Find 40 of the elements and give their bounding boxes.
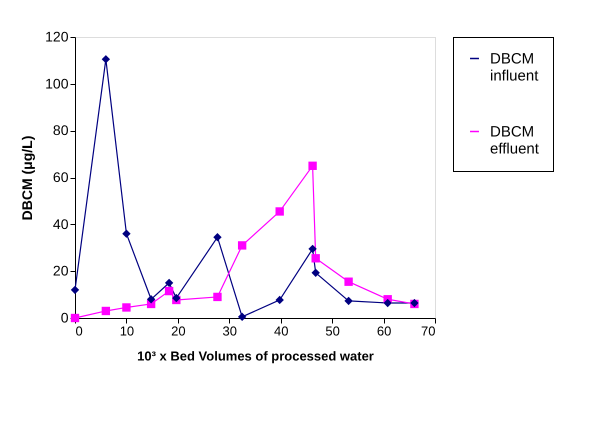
point (276, 207, 284, 216)
point (146, 295, 156, 304)
x-axis-title: 10³ x Bed Volumes of processed water (137, 348, 374, 364)
x-tick-label: 10 (120, 324, 134, 338)
x-tick-label: 70 (421, 324, 436, 338)
y-axis-title: DBCM (μg/L) (19, 136, 36, 220)
x-tick-label: 60 (376, 324, 392, 338)
x-tick-label: 0 (76, 324, 83, 338)
y-tick-label: 40 (52, 216, 69, 232)
legend-label: DBCM effluent (490, 124, 540, 158)
point (122, 303, 131, 312)
y-tick-label: 120 (45, 28, 69, 44)
point (70, 286, 80, 294)
point (102, 55, 110, 64)
point (122, 230, 131, 238)
y-tick-label: 100 (45, 75, 69, 92)
point (308, 244, 317, 254)
legend-label: DBCM influent (490, 50, 540, 84)
point (213, 292, 222, 302)
point (312, 268, 320, 277)
y-tick-label: 80 (52, 122, 69, 138)
point (164, 286, 174, 296)
y-tick-label: 60 (52, 169, 69, 185)
x-tick-label: 20 (171, 324, 186, 338)
x-tick-label: 40 (274, 324, 288, 338)
y-tick-label: 0 (60, 310, 69, 326)
y-tick-label: 20 (52, 262, 69, 279)
point (312, 254, 320, 262)
x-tick-label: 50 (325, 324, 340, 338)
point (276, 296, 284, 304)
point (384, 298, 392, 308)
point (308, 162, 317, 170)
point (213, 233, 222, 242)
point (102, 306, 110, 316)
x-tick-label: 30 (222, 324, 238, 338)
point (344, 278, 353, 286)
point (164, 278, 174, 288)
point (344, 296, 353, 306)
point (238, 241, 246, 250)
point (238, 312, 246, 322)
